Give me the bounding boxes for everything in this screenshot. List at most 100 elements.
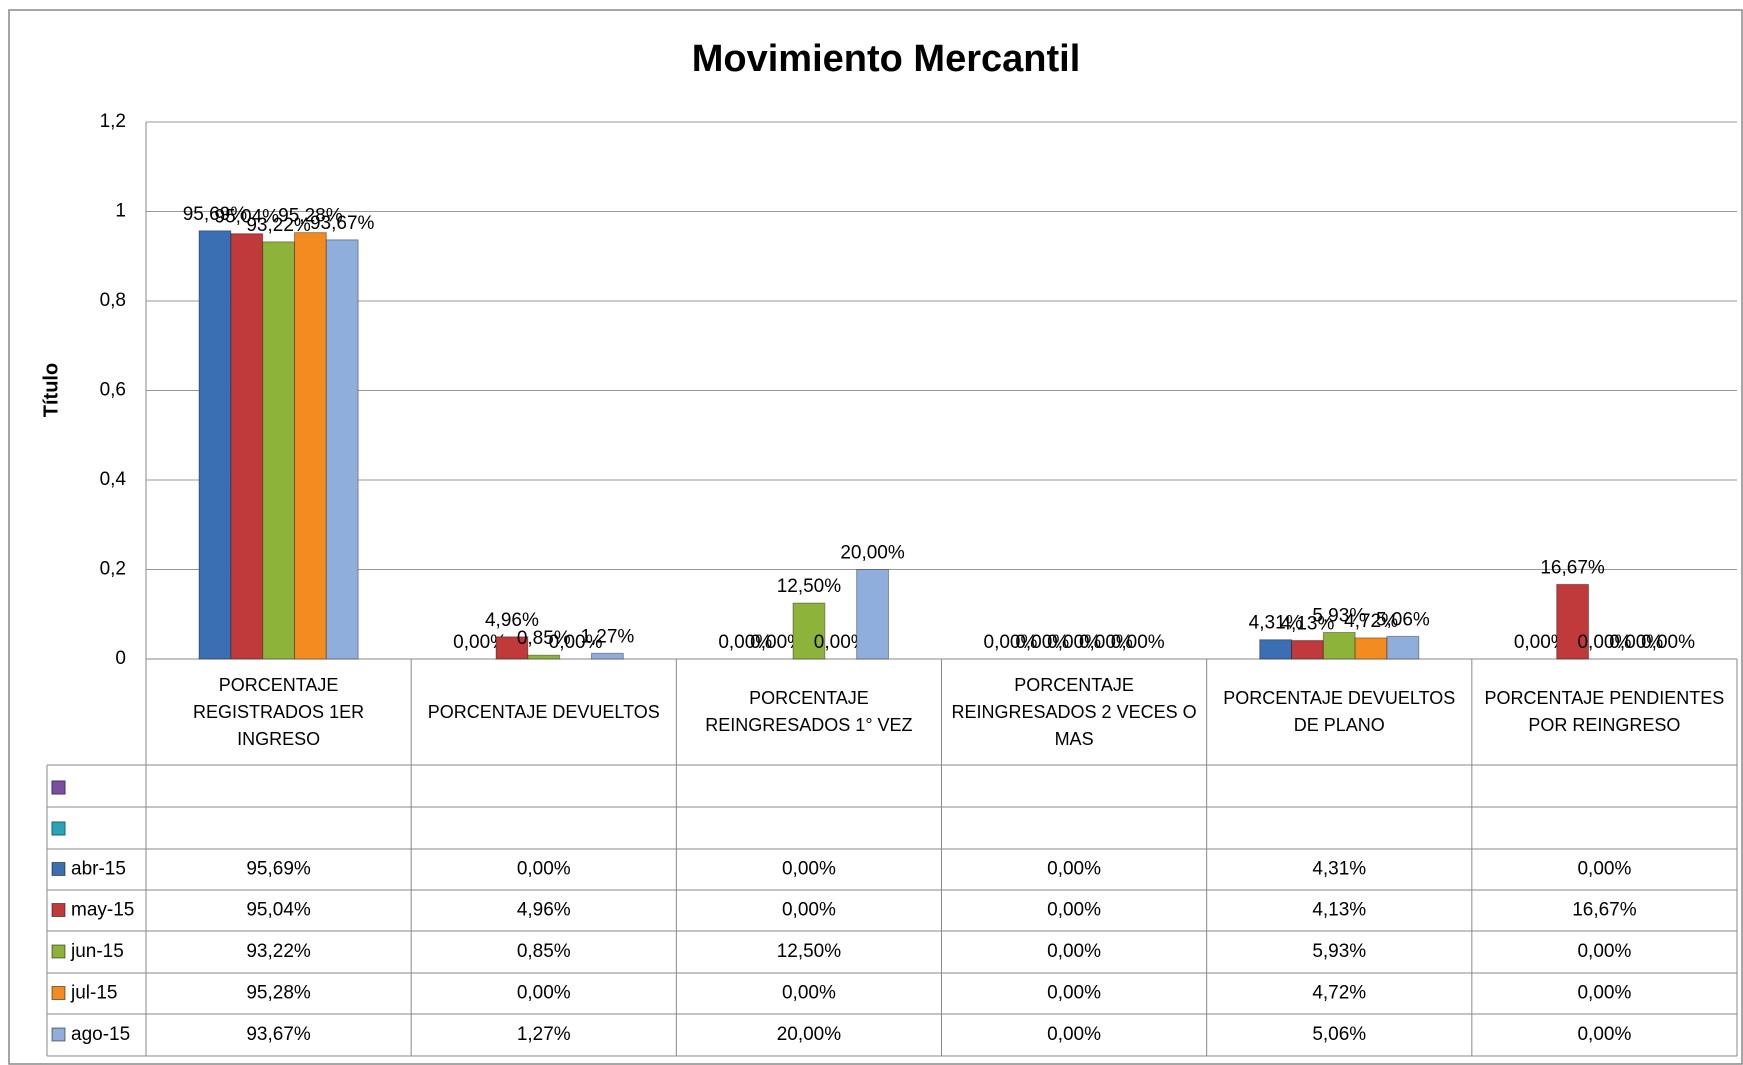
y-tick-label: 0,6	[100, 380, 126, 401]
legend-label: ago-15	[71, 1024, 130, 1045]
data-label: 0,00%	[1111, 632, 1165, 653]
table-cell: 0,00%	[517, 859, 571, 880]
bar	[1354, 637, 1388, 660]
data-label: 0,00%	[1047, 632, 1101, 653]
y-tick-label: 0,4	[100, 469, 127, 490]
bar	[527, 654, 561, 660]
table-cell: 0,00%	[1047, 1024, 1101, 1045]
x-tick-label: PORCENTAJE REINGRESADOS 1° VEZ	[705, 688, 913, 735]
table-cell: 0,00%	[1047, 859, 1101, 880]
table-cell: 4,13%	[1312, 900, 1366, 921]
table-cell: 16,67%	[1572, 900, 1637, 921]
x-tick-label-box: PORCENTAJE REINGRESADOS 2 VECES O MAS	[951, 674, 1197, 749]
legend-label: jun-15	[70, 941, 124, 962]
data-label: 0,85%	[517, 628, 571, 649]
x-tick-label-box: PORCENTAJE PENDIENTES POR REINGRESO	[1484, 688, 1725, 735]
data-label: 4,13%	[1280, 614, 1334, 635]
data-label: 0,00%	[1514, 632, 1568, 653]
table-cell: 0,00%	[782, 900, 836, 921]
legend-label: abr-15	[71, 859, 126, 880]
table-cell: 4,72%	[1312, 983, 1366, 1004]
table-cell: 95,04%	[246, 900, 311, 921]
legend-key	[51, 1027, 66, 1042]
data-label: 0,00%	[453, 632, 507, 653]
x-tick-label: PORCENTAJE DEVUELTOS DE PLANO	[1223, 688, 1456, 735]
data-label: 4,72%	[1344, 611, 1398, 632]
y-tick-label: 0,2	[100, 559, 126, 580]
table-cell: 4,96%	[517, 900, 571, 921]
table-cell: 0,00%	[517, 983, 571, 1004]
table-cell: 0,00%	[782, 983, 836, 1004]
y-axis-label: Título	[40, 363, 62, 417]
data-label: 0,00%	[1641, 632, 1695, 653]
bar	[262, 241, 295, 660]
table-cell: 0,00%	[1047, 983, 1101, 1004]
data-label: 0,00%	[1609, 632, 1663, 653]
table-cell: 12,50%	[777, 941, 842, 962]
table-cell: 0,85%	[517, 941, 571, 962]
legend-key	[51, 903, 66, 917]
bar	[1386, 635, 1420, 660]
table-cell: 5,93%	[1312, 941, 1366, 962]
bar	[1291, 640, 1324, 660]
y-tick-label: 0,8	[100, 290, 126, 311]
legend-key	[51, 944, 66, 959]
data-label: 0,00%	[1577, 632, 1631, 653]
table-cell: 0,00%	[1577, 983, 1631, 1004]
y-tick-label: 1,2	[100, 111, 126, 132]
bar	[1322, 631, 1356, 660]
table-cell: 93,22%	[246, 941, 311, 962]
table-cell: 95,69%	[246, 859, 311, 880]
table-cell: 0,00%	[1577, 859, 1631, 880]
y-tick-label: 0	[115, 648, 126, 669]
x-tick-label-box: PORCENTAJE REINGRESADOS 1° VEZ	[705, 688, 913, 735]
data-label: 95,28%	[278, 206, 343, 227]
bar	[792, 602, 826, 660]
x-tick-label: PORCENTAJE REGISTRADOS 1ER INGRESO	[193, 674, 365, 749]
data-label: 0,00%	[718, 632, 772, 653]
table-cell: 93,67%	[246, 1024, 311, 1045]
data-label: 0,00%	[1015, 632, 1069, 653]
legend-key	[51, 780, 66, 795]
table-cell: 0,00%	[1577, 1024, 1631, 1045]
bar	[1556, 583, 1590, 660]
x-tick-label-box: PORCENTAJE DEVUELTOS	[427, 701, 660, 722]
x-tick-label-box: PORCENTAJE DEVUELTOS DE PLANO	[1223, 688, 1456, 735]
data-label: 0,00%	[814, 632, 868, 653]
bar	[325, 239, 359, 660]
data-label: 0,00%	[549, 632, 603, 653]
table-cell: 95,28%	[246, 983, 311, 1004]
data-label: 0,00%	[1079, 632, 1133, 653]
legend-key	[51, 986, 66, 1000]
table-cell: 4,31%	[1312, 859, 1366, 880]
data-label: 93,22%	[246, 215, 311, 236]
bar	[230, 233, 264, 660]
data-label: 93,67%	[310, 213, 375, 234]
table-cell: 0,00%	[1577, 941, 1631, 962]
x-tick-label: PORCENTAJE REINGRESADOS 2 VECES O MAS	[951, 674, 1197, 749]
table-cell: 0,00%	[1047, 900, 1101, 921]
bar	[293, 232, 327, 660]
data-label: 4,96%	[485, 610, 539, 631]
chart-title: Movimiento Mercantil	[692, 38, 1081, 80]
data-label: 16,67%	[1540, 557, 1605, 578]
x-tick-label: PORCENTAJE DEVUELTOS	[427, 701, 660, 722]
legend-label: may-15	[71, 900, 134, 921]
bar	[856, 569, 889, 660]
data-label: 12,50%	[777, 576, 842, 597]
data-label: 20,00%	[840, 543, 905, 564]
table-cell: 0,00%	[1047, 941, 1101, 962]
bar	[495, 636, 529, 660]
data-label: 5,06%	[1376, 609, 1430, 630]
bar	[198, 230, 232, 660]
legend-key	[51, 821, 66, 836]
data-label: 0,00%	[750, 632, 804, 653]
bar	[1259, 639, 1293, 660]
table-cell: 1,27%	[517, 1024, 571, 1045]
table-cell: 5,06%	[1312, 1024, 1366, 1045]
table-cell: 20,00%	[777, 1024, 842, 1045]
data-label: 95,04%	[215, 207, 280, 228]
x-tick-label: PORCENTAJE PENDIENTES POR REINGRESO	[1484, 688, 1725, 735]
y-tick-label: 1	[115, 201, 126, 222]
